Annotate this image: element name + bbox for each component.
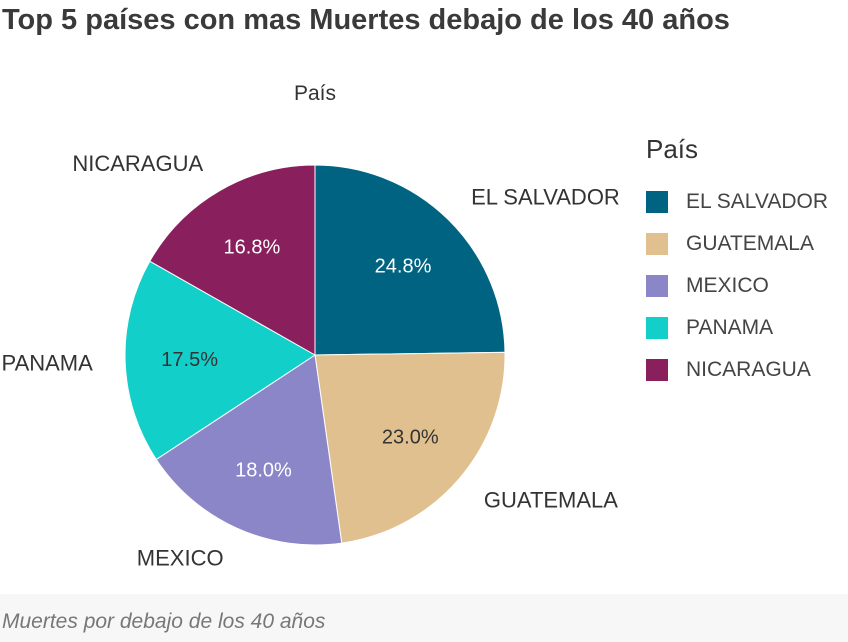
pie-category-label: GUATEMALA [484, 488, 618, 513]
legend-item: EL SALVADOR [646, 181, 828, 223]
pie-outer-labels: EL SALVADOR GUATEMALA MEXICO PANAMA NICARAGU… [2, 151, 620, 571]
pie-percent-label: 18.0% [235, 459, 292, 481]
legend-swatch [646, 359, 668, 381]
pie-category-label: EL SALVADOR [471, 185, 620, 210]
pie-slice-nicaragua [149, 164, 316, 356]
legend-items: EL SALVADOR GUATEMALA MEXICO PANAMA NICARAGU… [646, 181, 828, 391]
legend-title: País [646, 134, 699, 164]
legend-swatch [646, 275, 668, 297]
pie-category-label: PANAMA [2, 350, 94, 375]
legend-swatch [646, 233, 668, 255]
legend: País EL SALVADOR GUATEMALA MEXICO PANAMA NIC… [646, 134, 828, 391]
pie-category-label: MEXICO [137, 546, 224, 571]
pie-percent-labels: 24.8% 23.0% 18.0% 17.5% 16.8% [161, 237, 439, 482]
legend-item: PANAMA [646, 307, 828, 349]
pie-category-label: NICARAGUA [72, 151, 203, 176]
legend-item: GUATEMALA [646, 223, 828, 265]
pie-chart: País 24.8% 23.0% 18.0% 17.5% 16.8% EL SALVAD… [2, 82, 620, 571]
legend-label: EL SALVADOR [686, 190, 828, 213]
pie-percent-label: 16.8% [224, 237, 281, 259]
pie-slice-el-salvador [314, 164, 506, 356]
legend-swatch [646, 317, 668, 339]
pie-title: País [294, 82, 336, 105]
pie-slice-panama [124, 260, 316, 461]
legend-label: PANAMA [686, 316, 774, 339]
pie-percent-label: 17.5% [161, 349, 218, 371]
legend-label: NICARAGUA [686, 358, 811, 381]
footer-caption: Muertes por debajo de los 40 años [2, 610, 326, 633]
legend-label: MEXICO [686, 274, 769, 297]
footer-bar: Muertes por debajo de los 40 años [0, 594, 848, 642]
pie-percent-label: 24.8% [375, 256, 432, 278]
pie-percent-label: 23.0% [382, 427, 439, 449]
chart-title: Top 5 países con mas Muertes debajo de l… [2, 4, 730, 36]
legend-label: GUATEMALA [686, 232, 814, 255]
legend-item: MEXICO [646, 265, 828, 307]
pie-slice-mexico [155, 354, 343, 546]
legend-swatch [646, 191, 668, 213]
legend-item: NICARAGUA [646, 349, 828, 391]
pie-slices [124, 164, 506, 546]
pie-slice-guatemala [314, 351, 506, 544]
